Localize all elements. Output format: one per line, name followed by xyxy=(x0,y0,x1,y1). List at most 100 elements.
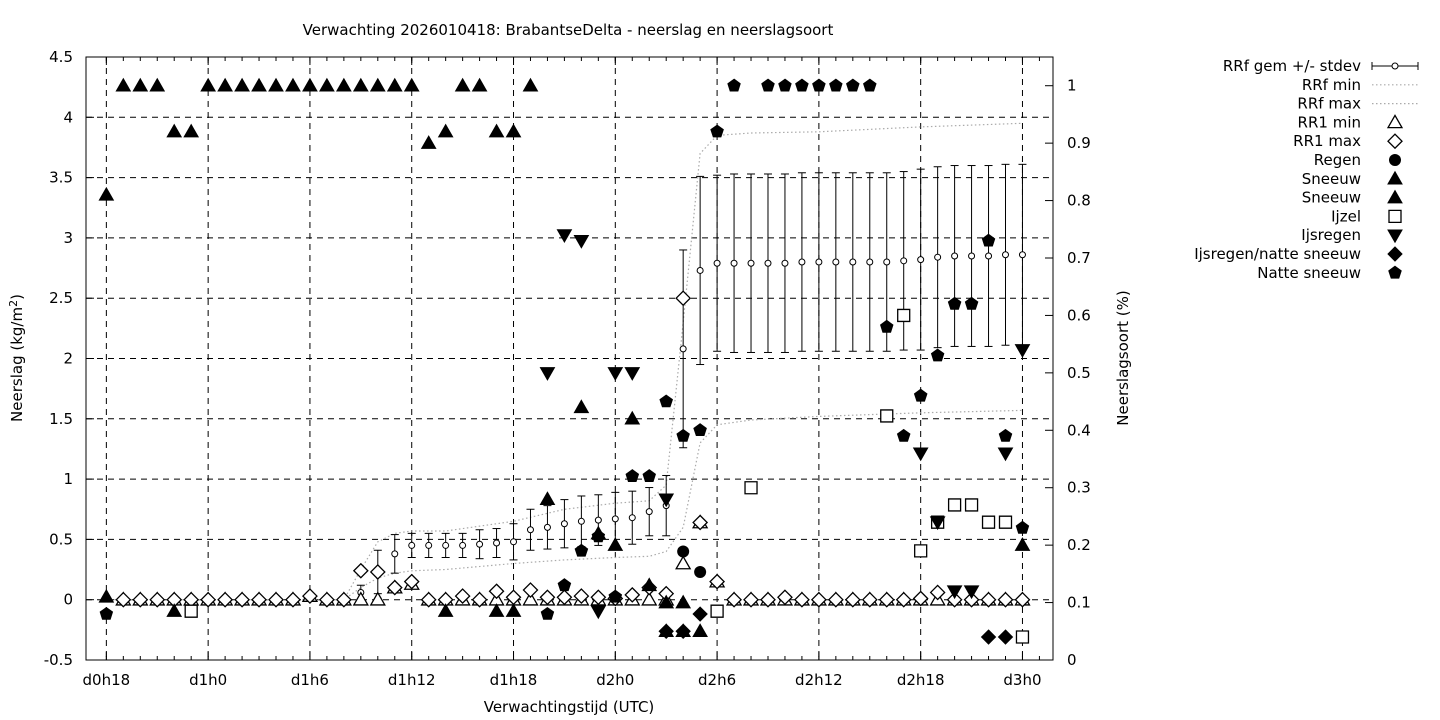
legend-swatch xyxy=(1391,62,1399,70)
regen-point xyxy=(694,565,707,578)
rr1-max-point xyxy=(200,591,217,608)
natte-sneeuw-point xyxy=(676,428,690,442)
ijzel-point xyxy=(964,498,979,512)
ijsregen-natte-sneeuw-point xyxy=(675,623,691,639)
ijzel-point xyxy=(744,481,758,495)
y-left-tick-label: 1 xyxy=(63,470,73,488)
natte-sneeuw-point xyxy=(625,469,640,482)
rrf-mean-point xyxy=(713,259,721,267)
natte-sneeuw-point xyxy=(591,529,606,543)
x-tick-label: d0h18 xyxy=(83,671,131,689)
ijsregen-point xyxy=(556,229,573,244)
rrf-mean-point xyxy=(968,252,976,260)
natte-sneeuw-point xyxy=(829,78,843,92)
rr1-max-point xyxy=(624,586,641,603)
natte-sneeuw-point xyxy=(795,78,809,92)
ijsregen-natte-sneeuw-point xyxy=(980,629,997,645)
ijsregen-point xyxy=(607,367,624,381)
rr1-max-point xyxy=(115,591,132,608)
legend-label: RRf max xyxy=(1297,95,1361,113)
y-right-tick-label: 1 xyxy=(1067,77,1077,95)
rrf-max-line xyxy=(106,122,1023,601)
x-tick-label: d2h12 xyxy=(795,671,843,689)
rr1-max-point xyxy=(132,591,149,608)
sneeuw-point xyxy=(352,77,369,92)
ijsregen-natte-sneeuw-point xyxy=(692,606,708,622)
rr1-min-point xyxy=(641,591,658,606)
rrf-mean-point xyxy=(696,266,704,274)
ijsregen-point xyxy=(658,493,675,508)
legend-swatch xyxy=(1388,265,1402,279)
y-left-tick-label: 2.5 xyxy=(49,289,73,307)
legend-label: RR1 max xyxy=(1293,132,1361,150)
y-right-tick-label: 0.9 xyxy=(1067,134,1091,152)
sneeuw-point xyxy=(115,77,132,92)
x-axis: d0h18 d1h0 d1h6 d1h12 d1h18 d2h0 d2h6 d2h12 d2h1… xyxy=(83,57,1042,689)
regen-point xyxy=(677,545,690,558)
rrf-mean-point xyxy=(866,258,874,266)
rr1-max-point xyxy=(386,579,403,596)
rr1-max-point xyxy=(454,588,471,605)
rr1-max-point xyxy=(709,573,726,590)
sneeuw-point xyxy=(234,77,250,92)
legend-label: RR1 min xyxy=(1298,113,1361,131)
natte-sneeuw-point xyxy=(863,78,877,92)
natte-sneeuw-point xyxy=(913,388,928,402)
y-right-tick-label: 0.4 xyxy=(1067,421,1091,439)
y-right-tick-label: 0.3 xyxy=(1067,479,1091,497)
sneeuw-point xyxy=(386,77,403,92)
sneeuw-point xyxy=(98,186,115,201)
sneeuw-point xyxy=(217,77,233,92)
rr1-max-point xyxy=(895,591,912,608)
rr1-max-point xyxy=(844,591,861,608)
legend-swatch xyxy=(1388,209,1402,224)
ijzel-point xyxy=(880,409,894,423)
y-right-tick-label: 0.6 xyxy=(1067,306,1091,324)
rrf-mean-point xyxy=(815,258,823,266)
rr1-min-point xyxy=(675,555,692,570)
y-axis-right: 0 0.1 0.2 0.3 0.4 0.5 0.6 0.7 0.8 0.9 1 xyxy=(1045,77,1091,669)
natte-sneeuw-point xyxy=(540,606,555,620)
natte-sneeuw-point xyxy=(896,428,911,442)
natte-sneeuw-point xyxy=(608,589,623,603)
natte-sneeuw-point xyxy=(659,394,673,408)
x-tick-label: d2h6 xyxy=(698,671,736,689)
ijzel-point xyxy=(914,544,928,558)
y-left-tick-label: 0.5 xyxy=(49,530,73,548)
ijzel-point xyxy=(947,498,962,512)
rrf-mean-point xyxy=(849,258,857,266)
sneeuw-point xyxy=(149,77,166,92)
ijsregen-point xyxy=(997,447,1014,462)
ijsregen-point xyxy=(912,447,929,462)
rrf-mean-point xyxy=(543,523,551,531)
y-left-tick-label: 2 xyxy=(63,350,73,368)
y-right-tick-label: 0.7 xyxy=(1067,249,1091,267)
rrf-mean-point xyxy=(391,550,399,558)
sneeuw-point xyxy=(675,594,692,609)
rr1-max-point xyxy=(777,589,793,606)
rr1-max-point xyxy=(980,591,997,608)
natte-sneeuw-point xyxy=(574,543,589,557)
rr1-max-point xyxy=(760,591,776,608)
y-right-tick-label: 0 xyxy=(1067,651,1077,669)
rr1-max-point xyxy=(929,584,946,601)
rrf-mean-point xyxy=(951,252,959,260)
y-left-tick-label: 3.5 xyxy=(49,169,73,187)
rr1-max-point xyxy=(285,591,301,608)
sneeuw-point xyxy=(624,410,641,425)
rrf-mean-point xyxy=(900,257,908,265)
natte-sneeuw-point xyxy=(99,606,114,620)
sneeuw-point xyxy=(692,623,708,638)
sneeuw-point xyxy=(336,77,352,92)
legend-swatch xyxy=(1387,170,1403,185)
rrf-mean-point xyxy=(645,508,653,516)
sneeuw-point xyxy=(505,123,522,138)
rr1-max-point xyxy=(488,583,505,600)
ijsregen-point xyxy=(929,516,946,531)
legend-label: Natte sneeuw xyxy=(1257,264,1361,282)
sneeuw-point xyxy=(573,399,590,414)
rr1-max-point xyxy=(997,591,1014,608)
rr1-max-point xyxy=(1014,591,1031,608)
rr1-max-point xyxy=(692,514,709,531)
legend-label: Regen xyxy=(1314,151,1361,169)
